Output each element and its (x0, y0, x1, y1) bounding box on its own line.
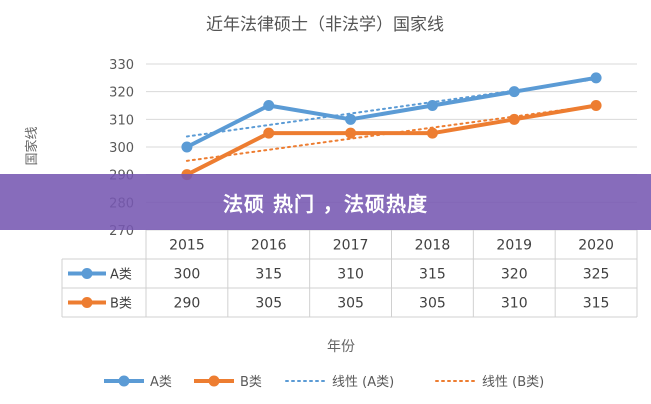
data-table: 2015 2016 2017 2018 2019 2020 A类 300 315 310 315 32… (61, 230, 638, 318)
data-label: 325 (583, 267, 610, 283)
data-point (263, 127, 275, 139)
data-point (263, 100, 275, 111)
data-point (508, 113, 520, 125)
data-label: 315 (583, 296, 610, 312)
data-point (345, 113, 357, 125)
x-tick-label: 2015 (169, 238, 205, 254)
x-axis-label: 年份 (327, 339, 355, 355)
data-point (590, 72, 602, 84)
series-lines (181, 72, 602, 181)
data-label: 305 (337, 296, 364, 312)
data-point (426, 127, 438, 139)
table-legend-marker (81, 268, 93, 279)
legend: A类 B类 线性 (A类) 线性 (B类) (104, 375, 544, 390)
data-label: 320 (501, 267, 528, 283)
data-point (590, 100, 602, 111)
legend-entry: B类 (240, 375, 262, 390)
data-label: 290 (174, 296, 201, 312)
y-tick-label: 320 (109, 86, 134, 101)
y-axis-label: 国家线 (24, 126, 40, 165)
x-tick-label: 2018 (415, 238, 451, 254)
data-label: 310 (337, 267, 364, 283)
data-label: 305 (419, 296, 446, 312)
legend-marker (208, 375, 220, 387)
data-point (426, 100, 438, 111)
data-label: 305 (255, 296, 282, 312)
series-line (186, 75, 597, 149)
y-tick-label: 310 (109, 113, 134, 128)
legend-entry: 线性 (B类) (482, 375, 544, 390)
x-tick-label: 2019 (496, 238, 532, 254)
data-label: 310 (501, 296, 528, 312)
legend-entry: 线性 (A类) (332, 375, 394, 390)
series-line (186, 103, 597, 177)
x-tick-label: 2020 (578, 238, 614, 254)
y-tick-label: 330 (109, 58, 134, 73)
overlay-banner: 法硕 热门 ，法硕热度 (0, 174, 651, 230)
data-label: 315 (255, 267, 282, 283)
legend-marker (118, 375, 130, 387)
table-legend-marker (81, 297, 93, 308)
data-label: 315 (419, 267, 446, 283)
chart-title: 近年法律硕士（非法学）国家线 (206, 15, 444, 35)
x-tick-label: 2017 (333, 238, 369, 254)
table-series-name: B类 (110, 297, 132, 312)
x-tick-label: 2016 (251, 238, 287, 254)
data-point (181, 141, 193, 153)
data-label: 300 (174, 267, 201, 283)
table-series-name: A类 (110, 268, 132, 283)
y-tick-label: 300 (109, 141, 134, 156)
legend-entry: A类 (150, 375, 172, 390)
data-point (345, 127, 357, 139)
data-point (508, 86, 520, 98)
banner-text: 法硕 热门 ，法硕热度 (223, 191, 428, 216)
